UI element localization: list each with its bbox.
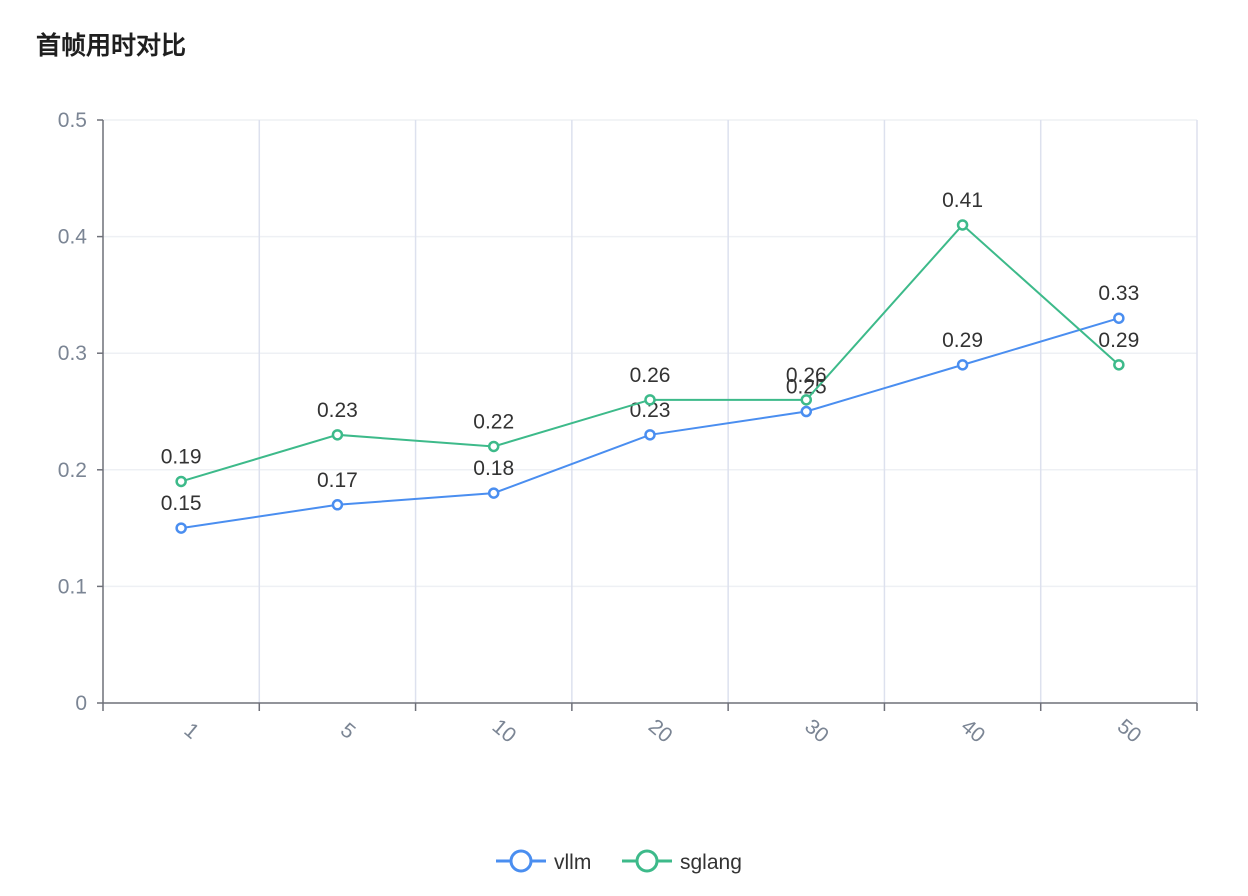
legend-item-vllm[interactable]: vllm: [496, 849, 591, 874]
x-tick-label: 40: [957, 715, 990, 748]
data-label-sglang: 0.26: [630, 364, 671, 387]
data-label-sglang: 0.19: [161, 445, 202, 468]
data-point-sglang[interactable]: [800, 394, 813, 406]
y-tick-label: 0.1: [58, 575, 87, 598]
data-point-sglang[interactable]: [175, 475, 187, 488]
data-label-sglang: 0.23: [317, 399, 358, 422]
data-label-vllm: 0.18: [473, 457, 514, 480]
data-label-vllm: 0.15: [161, 492, 202, 515]
data-label-vllm: 0.25: [786, 376, 827, 399]
data-label-sglang: 0.22: [473, 410, 514, 433]
data-point-sglang[interactable]: [956, 219, 969, 231]
data-point-vllm[interactable]: [331, 499, 344, 511]
data-point-vllm[interactable]: [1113, 312, 1125, 324]
legend-marker: [635, 849, 659, 873]
data-label-sglang: 0.29: [1098, 329, 1139, 352]
y-tick-label: 0.3: [58, 342, 87, 365]
y-tick-label: 0.5: [58, 109, 87, 132]
legend-marker: [509, 849, 533, 873]
x-tick-label: 50: [1113, 715, 1146, 748]
data-point-vllm[interactable]: [644, 429, 656, 441]
legend-label: sglang: [680, 851, 742, 874]
data-point-sglang[interactable]: [487, 440, 500, 453]
data-point-sglang[interactable]: [1113, 359, 1125, 371]
x-tick-label: 10: [488, 715, 521, 748]
data-point-vllm[interactable]: [487, 487, 500, 499]
y-tick-label: 0.2: [58, 459, 87, 482]
data-point-vllm[interactable]: [175, 522, 187, 534]
data-point-sglang[interactable]: [331, 429, 344, 441]
legend-item-sglang[interactable]: sglang: [622, 849, 742, 874]
x-tick-label: 30: [800, 715, 833, 748]
x-tick-label: 1: [180, 719, 204, 744]
data-label-vllm: 0.33: [1098, 282, 1139, 305]
data-point-vllm[interactable]: [956, 359, 969, 371]
y-tick-label: 0: [75, 692, 87, 715]
legend-label: vllm: [554, 851, 591, 874]
data-label-vllm: 0.29: [942, 329, 983, 352]
data-label-sglang: 0.41: [942, 189, 983, 212]
data-point-sglang[interactable]: [644, 394, 656, 406]
x-tick-label: 20: [644, 715, 677, 748]
chart-title: 首帧用时对比: [36, 31, 187, 60]
data-point-vllm[interactable]: [800, 405, 813, 418]
x-tick-label: 5: [336, 719, 360, 744]
data-label-sglang: 0.26: [786, 364, 827, 387]
y-tick-label: 0.4: [58, 226, 88, 249]
data-label-vllm: 0.17: [317, 469, 358, 492]
data-label-vllm: 0.23: [630, 399, 671, 422]
